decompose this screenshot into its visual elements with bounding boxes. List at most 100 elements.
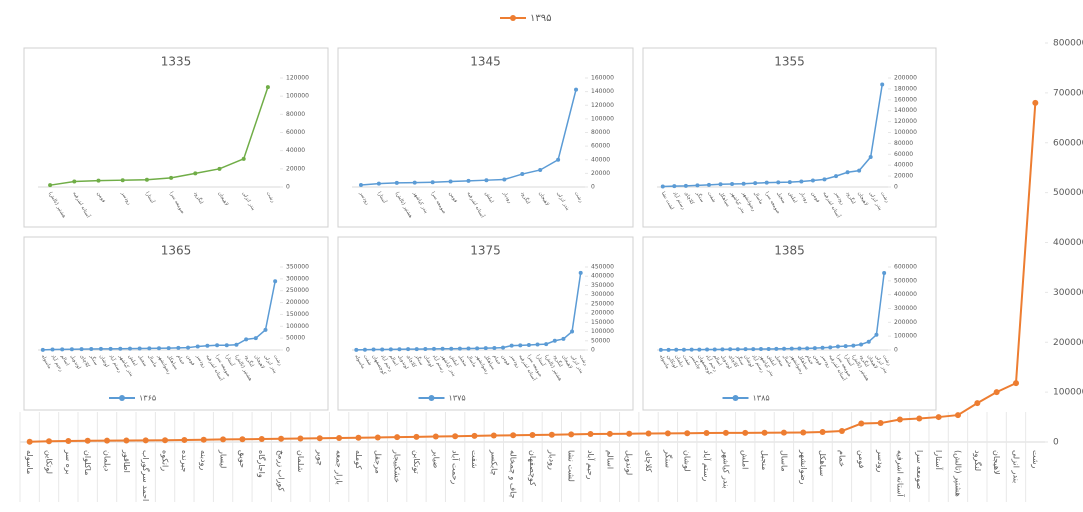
- data-point: [186, 345, 191, 350]
- data-point: [954, 412, 961, 419]
- x-tick-label: جیرنده: [180, 450, 189, 472]
- y-tick-label: 180000: [894, 85, 917, 92]
- legend-marker: [119, 395, 125, 401]
- data-point: [882, 270, 887, 275]
- y-tick-label: 300000: [1053, 288, 1083, 298]
- chart-title: 1375: [470, 244, 501, 258]
- data-point: [720, 347, 725, 352]
- y-tick-label: 250000: [286, 287, 309, 294]
- data-point: [810, 178, 815, 183]
- data-point: [265, 85, 270, 90]
- data-point: [799, 179, 804, 184]
- data-point: [501, 345, 506, 350]
- x-tick-label: رشت: [578, 354, 589, 367]
- x-tick-label: فومن: [857, 450, 866, 469]
- chart-panel: [642, 236, 937, 411]
- x-tick-label: واجارگاه: [257, 450, 267, 478]
- x-tick-label: املش: [448, 354, 459, 367]
- x-tick-label: املش: [127, 354, 138, 367]
- x-tick-label: خشکبیجار: [393, 449, 402, 483]
- data-point: [877, 420, 884, 427]
- y-tick-label: 80000: [286, 111, 305, 118]
- y-tick-label: 50000: [591, 337, 610, 344]
- y-tick-label: 500000: [894, 277, 917, 284]
- y-tick-label: 800000: [1053, 39, 1083, 49]
- data-point: [413, 433, 420, 440]
- y-tick-label: 100000: [591, 328, 614, 335]
- data-point: [712, 347, 717, 352]
- data-point: [718, 182, 723, 187]
- data-point: [144, 177, 149, 182]
- y-tick-label: 0: [591, 347, 595, 354]
- data-point: [475, 346, 480, 351]
- data-point: [570, 329, 575, 334]
- data-point: [120, 178, 125, 183]
- x-tick-label: لوندویل: [625, 450, 634, 475]
- x-tick-label: رحیم آباد: [586, 450, 596, 480]
- data-point: [834, 174, 839, 179]
- x-tick-label: حویق: [238, 450, 247, 468]
- data-point: [371, 347, 376, 352]
- x-tick-label: املش: [766, 354, 777, 367]
- x-tick-label: فومن: [448, 191, 459, 204]
- data-point: [362, 347, 367, 352]
- x-tick-label: کلاچای: [644, 450, 653, 472]
- data-point: [741, 181, 746, 186]
- y-tick-label: 80000: [591, 129, 610, 136]
- data-point: [258, 436, 265, 443]
- x-tick-label: رودبنه: [199, 450, 208, 470]
- data-point: [660, 184, 665, 189]
- data-point: [866, 339, 871, 344]
- x-tick-label: رشت: [265, 191, 276, 204]
- data-point: [46, 438, 53, 445]
- data-point: [147, 346, 152, 351]
- data-point: [98, 346, 103, 351]
- x-tick-label: کوچصفهان: [528, 450, 537, 486]
- x-tick-label: لوشان: [683, 450, 692, 472]
- x-tick-label: شفت: [470, 450, 479, 469]
- x-tick-label: سیاهکل: [818, 450, 827, 477]
- data-point: [244, 337, 249, 342]
- x-tick-label: فومن: [95, 191, 106, 204]
- data-point: [440, 346, 445, 351]
- x-tick-label: لشت نشا: [567, 450, 576, 482]
- x-tick-label: احمد سرگوراب: [141, 450, 151, 501]
- data-point: [758, 347, 763, 352]
- data-point: [706, 182, 711, 187]
- data-point: [520, 172, 525, 177]
- chart-title: 1345: [470, 55, 501, 69]
- y-tick-label: 200000: [1053, 338, 1083, 348]
- data-point: [376, 181, 381, 186]
- y-tick-label: 100000: [591, 115, 614, 122]
- data-point: [822, 177, 827, 182]
- data-point: [452, 433, 459, 440]
- y-tick-label: 120000: [591, 102, 614, 109]
- x-tick-label: فومن: [500, 354, 511, 367]
- data-point: [108, 346, 113, 351]
- legend-label: ۱۳۸۵: [753, 394, 770, 403]
- data-point: [273, 279, 278, 284]
- x-tick-label: مرجقل: [373, 450, 382, 474]
- data-point: [412, 180, 417, 185]
- data-point: [1032, 99, 1039, 106]
- data-point: [548, 431, 555, 438]
- data-point: [483, 346, 488, 351]
- x-tick-label: منجیل: [760, 450, 769, 470]
- data-point: [118, 346, 123, 351]
- data-point: [916, 415, 923, 422]
- data-point: [645, 430, 652, 437]
- data-point: [774, 346, 779, 351]
- x-tick-label: صومعه سرا: [915, 450, 924, 489]
- y-tick-label: 40000: [591, 156, 610, 163]
- x-tick-label: املش: [483, 191, 494, 204]
- data-point: [742, 429, 749, 436]
- x-tick-label: توتکابن: [412, 450, 421, 474]
- data-point: [394, 180, 399, 185]
- data-point: [672, 184, 677, 189]
- data-point: [316, 435, 323, 442]
- y-tick-label: 600000: [894, 264, 917, 271]
- data-point: [552, 338, 557, 343]
- x-tick-label: شفت: [362, 354, 373, 367]
- data-point: [205, 343, 210, 348]
